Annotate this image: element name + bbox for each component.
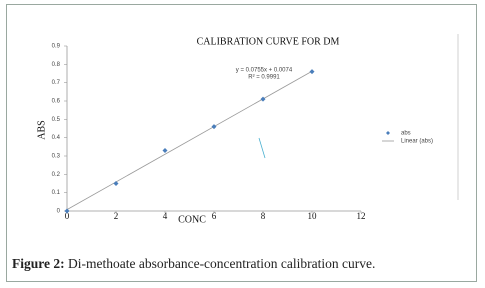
figure-frame — [6, 4, 477, 282]
y-tick-label: 0.1 — [52, 190, 61, 196]
legend-marker — [386, 131, 390, 135]
legend-label: Linear (abs) — [401, 139, 433, 145]
stray-mark — [258, 137, 266, 159]
y-tick-label: 0.6 — [52, 99, 61, 105]
legend-label: abs — [401, 131, 411, 137]
data-point — [162, 148, 168, 153]
data-point — [113, 181, 119, 186]
x-tick-label: 2 — [114, 211, 119, 221]
x-tick-label: 0 — [65, 211, 70, 221]
r-squared: R² = 0.9991 — [248, 75, 280, 81]
trendline — [66, 70, 313, 210]
y-tick-label: 0.4 — [52, 135, 61, 141]
y-tick-label: 0 — [57, 209, 61, 215]
y-tick-label: 0.5 — [52, 117, 61, 123]
chart-title: CALIBRATION CURVE FOR DM — [197, 36, 340, 47]
data-point — [211, 124, 217, 130]
x-tick-label: 4 — [163, 211, 168, 221]
chart: CALIBRATION CURVE FOR DM ABS CONC y = 0.… — [36, 34, 459, 225]
x-tick-label: 10 — [308, 211, 318, 221]
data-point — [260, 96, 266, 102]
y-tick-label: 0.2 — [52, 172, 61, 178]
equation: y = 0.0755x + 0.0074 — [236, 68, 293, 74]
y-tick-label: 0.3 — [52, 154, 61, 160]
x-tick-label: 8 — [261, 211, 266, 221]
data-point — [309, 69, 315, 75]
y-tick-label: 0.9 — [52, 44, 61, 50]
x-tick-label: 6 — [212, 211, 217, 221]
y-tick-label: 0.8 — [52, 62, 61, 68]
caption: Figure 2: Di-methoate absorbance-concent… — [12, 256, 375, 272]
caption-label: Figure 2: — [12, 256, 65, 271]
data-point — [64, 208, 70, 214]
x-axis-label: CONC — [178, 214, 206, 225]
caption-text: Di-methoate absorbance-concentration cal… — [68, 256, 376, 271]
x-tick-label: 12 — [357, 211, 366, 221]
y-axis-label: ABS — [36, 120, 47, 139]
y-tick-label: 0.7 — [52, 80, 61, 86]
